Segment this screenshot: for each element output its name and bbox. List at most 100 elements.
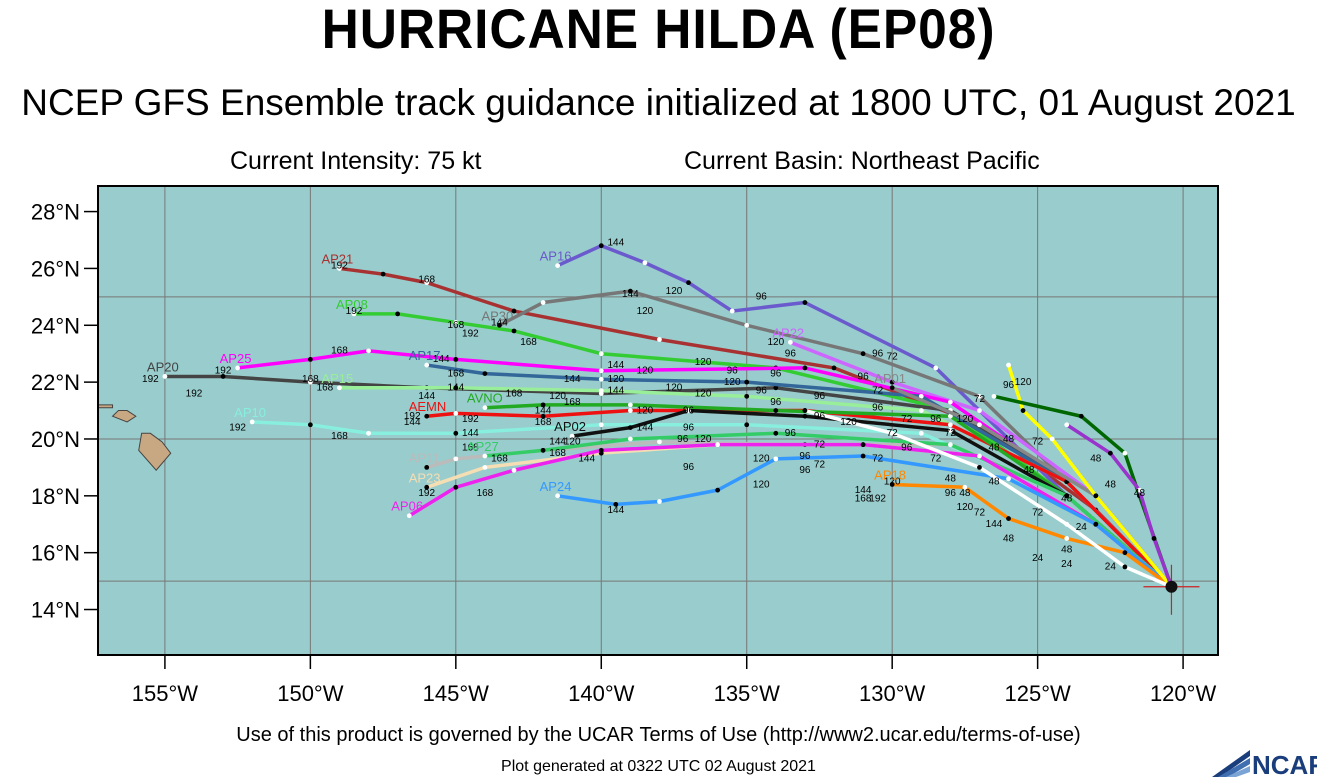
track-point [482, 405, 488, 411]
track-point [1064, 493, 1070, 499]
forecast-hour-label: 168 [506, 388, 523, 399]
forecast-hour-label: 168 [302, 374, 319, 385]
forecast-hour-label: 48 [1134, 488, 1146, 499]
member-labels: AP21 AP16 AP08 AP30 AP22 AP25 AP20 AP17 AP15 AP10… [147, 249, 906, 514]
forecast-hour-label: 48 [1023, 465, 1035, 476]
track-point [715, 442, 721, 448]
track-point [497, 322, 502, 328]
lat-tick-label: 22°N [31, 370, 80, 395]
lat-tick-label: 26°N [31, 256, 80, 281]
member-label: AP18 [874, 467, 906, 482]
track-point [482, 453, 488, 459]
forecast-hour-label: 144 [564, 374, 581, 385]
track-point [1078, 413, 1084, 419]
track-point [991, 393, 997, 399]
track-point [453, 320, 459, 325]
forecast-hour-label: 120 [666, 383, 683, 394]
track-point [366, 348, 371, 354]
lon-tick-label: 135°W [714, 681, 781, 706]
forecast-hour-label: 96 [770, 397, 782, 408]
forecast-hour-label: 96 [756, 385, 768, 396]
forecast-hour-label: 96 [814, 391, 826, 402]
track-point [831, 365, 837, 371]
forecast-hour-label: 120 [695, 434, 712, 445]
storm-center-dot [1165, 580, 1178, 593]
track-point [802, 300, 808, 305]
forecast-hour-label: 120 [695, 357, 712, 368]
track-point [453, 430, 459, 436]
forecast-hour-label: 144 [535, 405, 552, 416]
forecast-hour-label: 168 [447, 368, 464, 379]
track-point [598, 422, 604, 428]
track-point [613, 501, 619, 507]
member-label: AP17 [409, 348, 441, 363]
forecast-hour-label: 96 [930, 414, 942, 425]
track-point [307, 379, 313, 385]
track-point [860, 351, 866, 357]
forecast-hour-label: 96 [872, 349, 884, 360]
track-point [1107, 450, 1113, 456]
track-point [453, 385, 459, 391]
lat-tick-label: 24°N [31, 313, 80, 338]
forecast-hour-label: 96 [756, 292, 768, 303]
track-point [598, 447, 604, 453]
forecast-hour-label: 48 [1003, 533, 1015, 544]
forecast-hour-label: 96 [858, 371, 870, 382]
forecast-hour-label: 96 [814, 411, 826, 422]
forecast-hour-label: 24 [1076, 522, 1088, 533]
track-point [744, 322, 750, 328]
track-point [569, 433, 575, 439]
member-label: AP27 [467, 439, 499, 454]
member-label: AP10 [234, 405, 266, 420]
member-label: AP25 [220, 351, 252, 366]
forecast-hour-label: 120 [884, 476, 901, 487]
forecast-hour-label: 96 [785, 428, 797, 439]
track-point [1122, 450, 1128, 456]
track-point [933, 365, 939, 371]
forecast-hour-label: 168 [855, 494, 872, 505]
track-point [627, 402, 633, 408]
forecast-hour-label: 72 [901, 414, 913, 425]
forecast-hour-label: 144 [607, 238, 624, 249]
track-point [1122, 550, 1128, 556]
forecast-hour-label: 96 [683, 462, 695, 473]
forecast-hour-label: 144 [578, 454, 595, 465]
forecast-hour-label: 144 [418, 391, 435, 402]
lat-tick-label: 16°N [31, 541, 80, 566]
track-point [482, 371, 488, 376]
track-point [1093, 493, 1099, 499]
forecast-hour-label: 144 [607, 385, 624, 396]
track-point [351, 311, 357, 317]
lon-tick-label: 150°W [277, 681, 344, 706]
storm-position-marker [1143, 564, 1200, 615]
track-point [715, 487, 721, 493]
track-point [307, 356, 313, 362]
land-hawaii [138, 432, 172, 472]
member-label: AP23 [409, 470, 441, 485]
map-subtitle: NCEP GFS Ensemble track guidance initial… [21, 82, 1296, 123]
track-point [406, 513, 412, 519]
forecast-hour-label: 120 [1015, 377, 1032, 388]
track-point [977, 465, 982, 470]
forecast-hour-label: 120 [767, 337, 784, 348]
track-point [773, 408, 779, 413]
forecast-hour-label: 192 [462, 329, 479, 340]
forecast-hour-label: 96 [770, 368, 782, 379]
current-intensity-label: Current Intensity: 75 kt [230, 147, 482, 175]
forecast-hour-label: 168 [418, 275, 435, 286]
forecast-hour-label: 96 [799, 465, 811, 476]
member-label: AP22 [772, 325, 804, 340]
forecast-hour-label: 48 [1003, 434, 1015, 445]
forecast-hour-label: 120 [957, 502, 974, 513]
track-point [686, 408, 691, 413]
track-point [511, 308, 517, 314]
plot-generated-timestamp: Plot generated at 0322 UTC 02 August 202… [501, 758, 816, 775]
track-point [598, 243, 604, 249]
forecast-hour-label: 120 [637, 306, 654, 317]
lat-tick-label: 28°N [31, 200, 80, 225]
track-point [555, 263, 561, 268]
forecast-hour-label: 120 [957, 414, 974, 425]
track-point [947, 413, 953, 419]
terms-of-use-notice: Use of this product is governed by the U… [236, 724, 1081, 746]
